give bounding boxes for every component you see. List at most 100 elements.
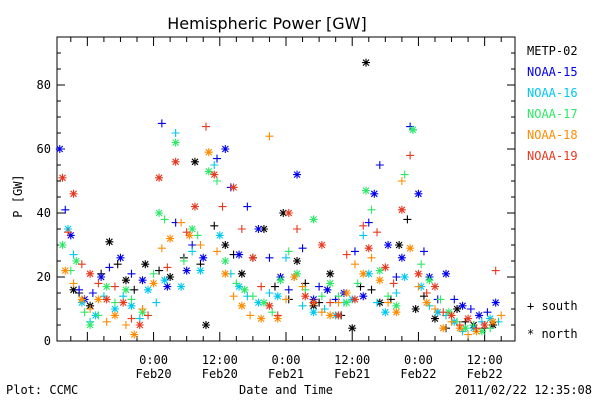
data-point xyxy=(237,301,246,310)
data-point xyxy=(317,308,326,317)
data-point xyxy=(166,234,175,243)
data-point xyxy=(127,269,136,278)
data-point xyxy=(149,279,158,288)
data-point xyxy=(406,151,415,160)
data-point xyxy=(270,282,279,291)
data-point xyxy=(309,298,318,307)
data-point xyxy=(273,311,282,320)
data-point xyxy=(362,186,371,195)
data-point xyxy=(188,225,197,233)
data-point xyxy=(326,279,335,288)
data-point xyxy=(193,231,202,240)
data-point xyxy=(94,295,103,304)
data-point xyxy=(215,231,224,240)
marker-legend-entry: * north xyxy=(527,327,578,341)
data-point xyxy=(110,282,119,291)
data-point xyxy=(364,269,373,278)
data-point xyxy=(166,273,175,281)
data-point xyxy=(86,321,95,329)
data-point xyxy=(210,221,219,230)
data-point xyxy=(384,298,393,307)
data-point xyxy=(80,308,89,317)
data-point xyxy=(97,273,106,281)
data-point xyxy=(240,285,249,294)
data-point xyxy=(163,282,172,291)
data-point xyxy=(201,321,210,329)
data-point xyxy=(334,298,343,307)
data-point xyxy=(138,305,147,313)
data-point xyxy=(121,321,130,329)
x-tick-label-time: 0:00 xyxy=(272,353,301,367)
x-tick-label-time: 12:00 xyxy=(334,353,370,367)
data-point xyxy=(326,311,335,320)
data-point xyxy=(254,225,263,233)
data-point xyxy=(127,314,136,323)
data-point xyxy=(179,257,188,265)
y-axis: 0 20 40 60 80 xyxy=(37,36,515,348)
data-point xyxy=(199,253,208,262)
marker-legend-entry: + south xyxy=(527,299,578,313)
data-point xyxy=(309,215,318,224)
data-point xyxy=(298,301,307,310)
data-point xyxy=(221,241,230,249)
data-point xyxy=(350,260,359,269)
data-point xyxy=(461,324,470,333)
data-point xyxy=(433,308,442,317)
y-tick-label: 20 xyxy=(37,270,51,284)
data-point xyxy=(155,173,164,182)
data-point xyxy=(477,327,486,336)
data-point xyxy=(430,282,439,291)
data-point xyxy=(364,218,373,227)
data-point xyxy=(213,177,222,185)
data-point xyxy=(232,279,241,288)
data-point xyxy=(284,209,293,217)
data-point xyxy=(94,279,103,288)
data-point xyxy=(353,279,362,288)
data-point xyxy=(442,269,451,278)
data-point xyxy=(259,225,268,233)
data-point xyxy=(221,145,230,153)
data-point xyxy=(86,305,95,313)
data-point xyxy=(58,173,67,182)
data-point xyxy=(400,273,409,281)
y-tick-label: 80 xyxy=(37,78,51,92)
data-point xyxy=(171,157,180,166)
data-point xyxy=(419,247,428,256)
data-point xyxy=(411,305,420,313)
data-point xyxy=(135,321,144,329)
data-point xyxy=(61,266,70,275)
data-point xyxy=(127,301,136,310)
legend-entry: NOAA-15 xyxy=(527,65,578,79)
data-point xyxy=(326,298,335,307)
legend-entry: NOAA-18 xyxy=(527,128,578,142)
data-point xyxy=(105,237,114,246)
data-point xyxy=(488,317,497,326)
x-axis-label: Date and Time xyxy=(239,383,333,397)
data-point xyxy=(348,324,357,333)
data-point xyxy=(102,282,111,291)
data-point xyxy=(119,298,128,307)
data-point xyxy=(144,285,153,294)
data-point xyxy=(72,257,81,265)
data-point xyxy=(392,273,401,281)
data-point xyxy=(265,301,274,310)
data-point xyxy=(282,295,290,304)
data-point xyxy=(235,282,244,291)
data-point xyxy=(110,298,119,307)
data-point xyxy=(64,228,73,237)
data-point xyxy=(375,276,384,285)
x-tick-label-date: Feb20 xyxy=(136,367,172,381)
data-point xyxy=(392,301,401,310)
data-point xyxy=(350,247,359,256)
data-point xyxy=(397,253,406,262)
data-point xyxy=(317,241,326,249)
x-tick-label-time: 12:00 xyxy=(202,353,238,367)
data-point xyxy=(298,244,307,253)
data-point xyxy=(182,266,191,275)
data-point xyxy=(69,279,78,288)
data-point xyxy=(397,205,406,214)
data-point xyxy=(188,247,197,256)
data-point xyxy=(86,269,95,278)
data-point xyxy=(237,269,246,278)
data-point xyxy=(290,273,299,281)
